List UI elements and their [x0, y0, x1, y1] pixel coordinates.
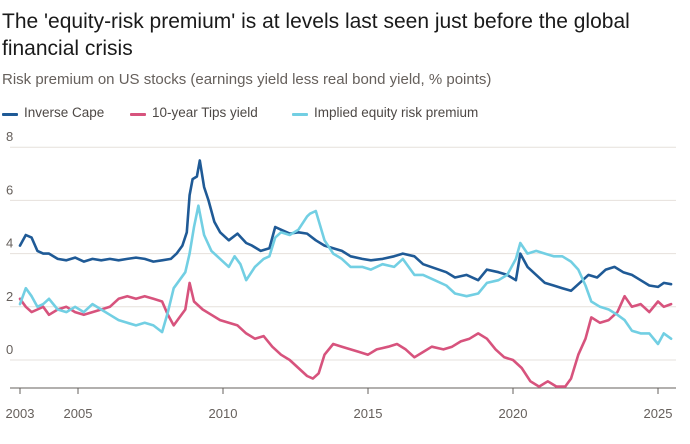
series-line-implied-erp: [18, 204, 673, 346]
x-tick-label-2005: 2005: [64, 406, 93, 421]
y-tick-label-2: 2: [6, 289, 13, 304]
legend-swatch-implied-erp: [292, 113, 308, 116]
y-tick-label-0: 0: [6, 342, 13, 357]
gridlines: [10, 146, 676, 361]
legend-swatch-tips-yield: [130, 113, 146, 116]
legend-swatch-inverse-cape: [2, 113, 18, 116]
series-line-inverse-cape: [18, 159, 673, 293]
x-axis: 2003 2005 2010 2015 2020 2025: [6, 387, 676, 421]
x-tick-label-2020: 2020: [499, 406, 528, 421]
series-line-tips-yield: [18, 281, 673, 388]
y-tick-label-4: 4: [6, 236, 13, 251]
series-lines: [18, 159, 673, 388]
chart-title: The 'equity-risk premium' is at levels l…: [2, 10, 630, 60]
x-tick-label-2003: 2003: [6, 406, 35, 421]
x-tick-label-2025: 2025: [644, 406, 673, 421]
legend-label-tips-yield: 10-year Tips yield: [152, 105, 258, 120]
legend-label-inverse-cape: Inverse Cape: [24, 105, 105, 120]
x-tick-label-2015: 2015: [354, 406, 383, 421]
y-tick-label-8: 8: [6, 129, 13, 144]
chart-subtitle: Risk premium on US stocks (earnings yiel…: [2, 71, 492, 88]
legend-label-implied-erp: Implied equity risk premium: [314, 105, 479, 120]
y-tick-label-6: 6: [6, 182, 13, 197]
y-axis-ticks: 0 2 4 6 8: [6, 129, 13, 357]
x-tick-label-2010: 2010: [209, 406, 238, 421]
